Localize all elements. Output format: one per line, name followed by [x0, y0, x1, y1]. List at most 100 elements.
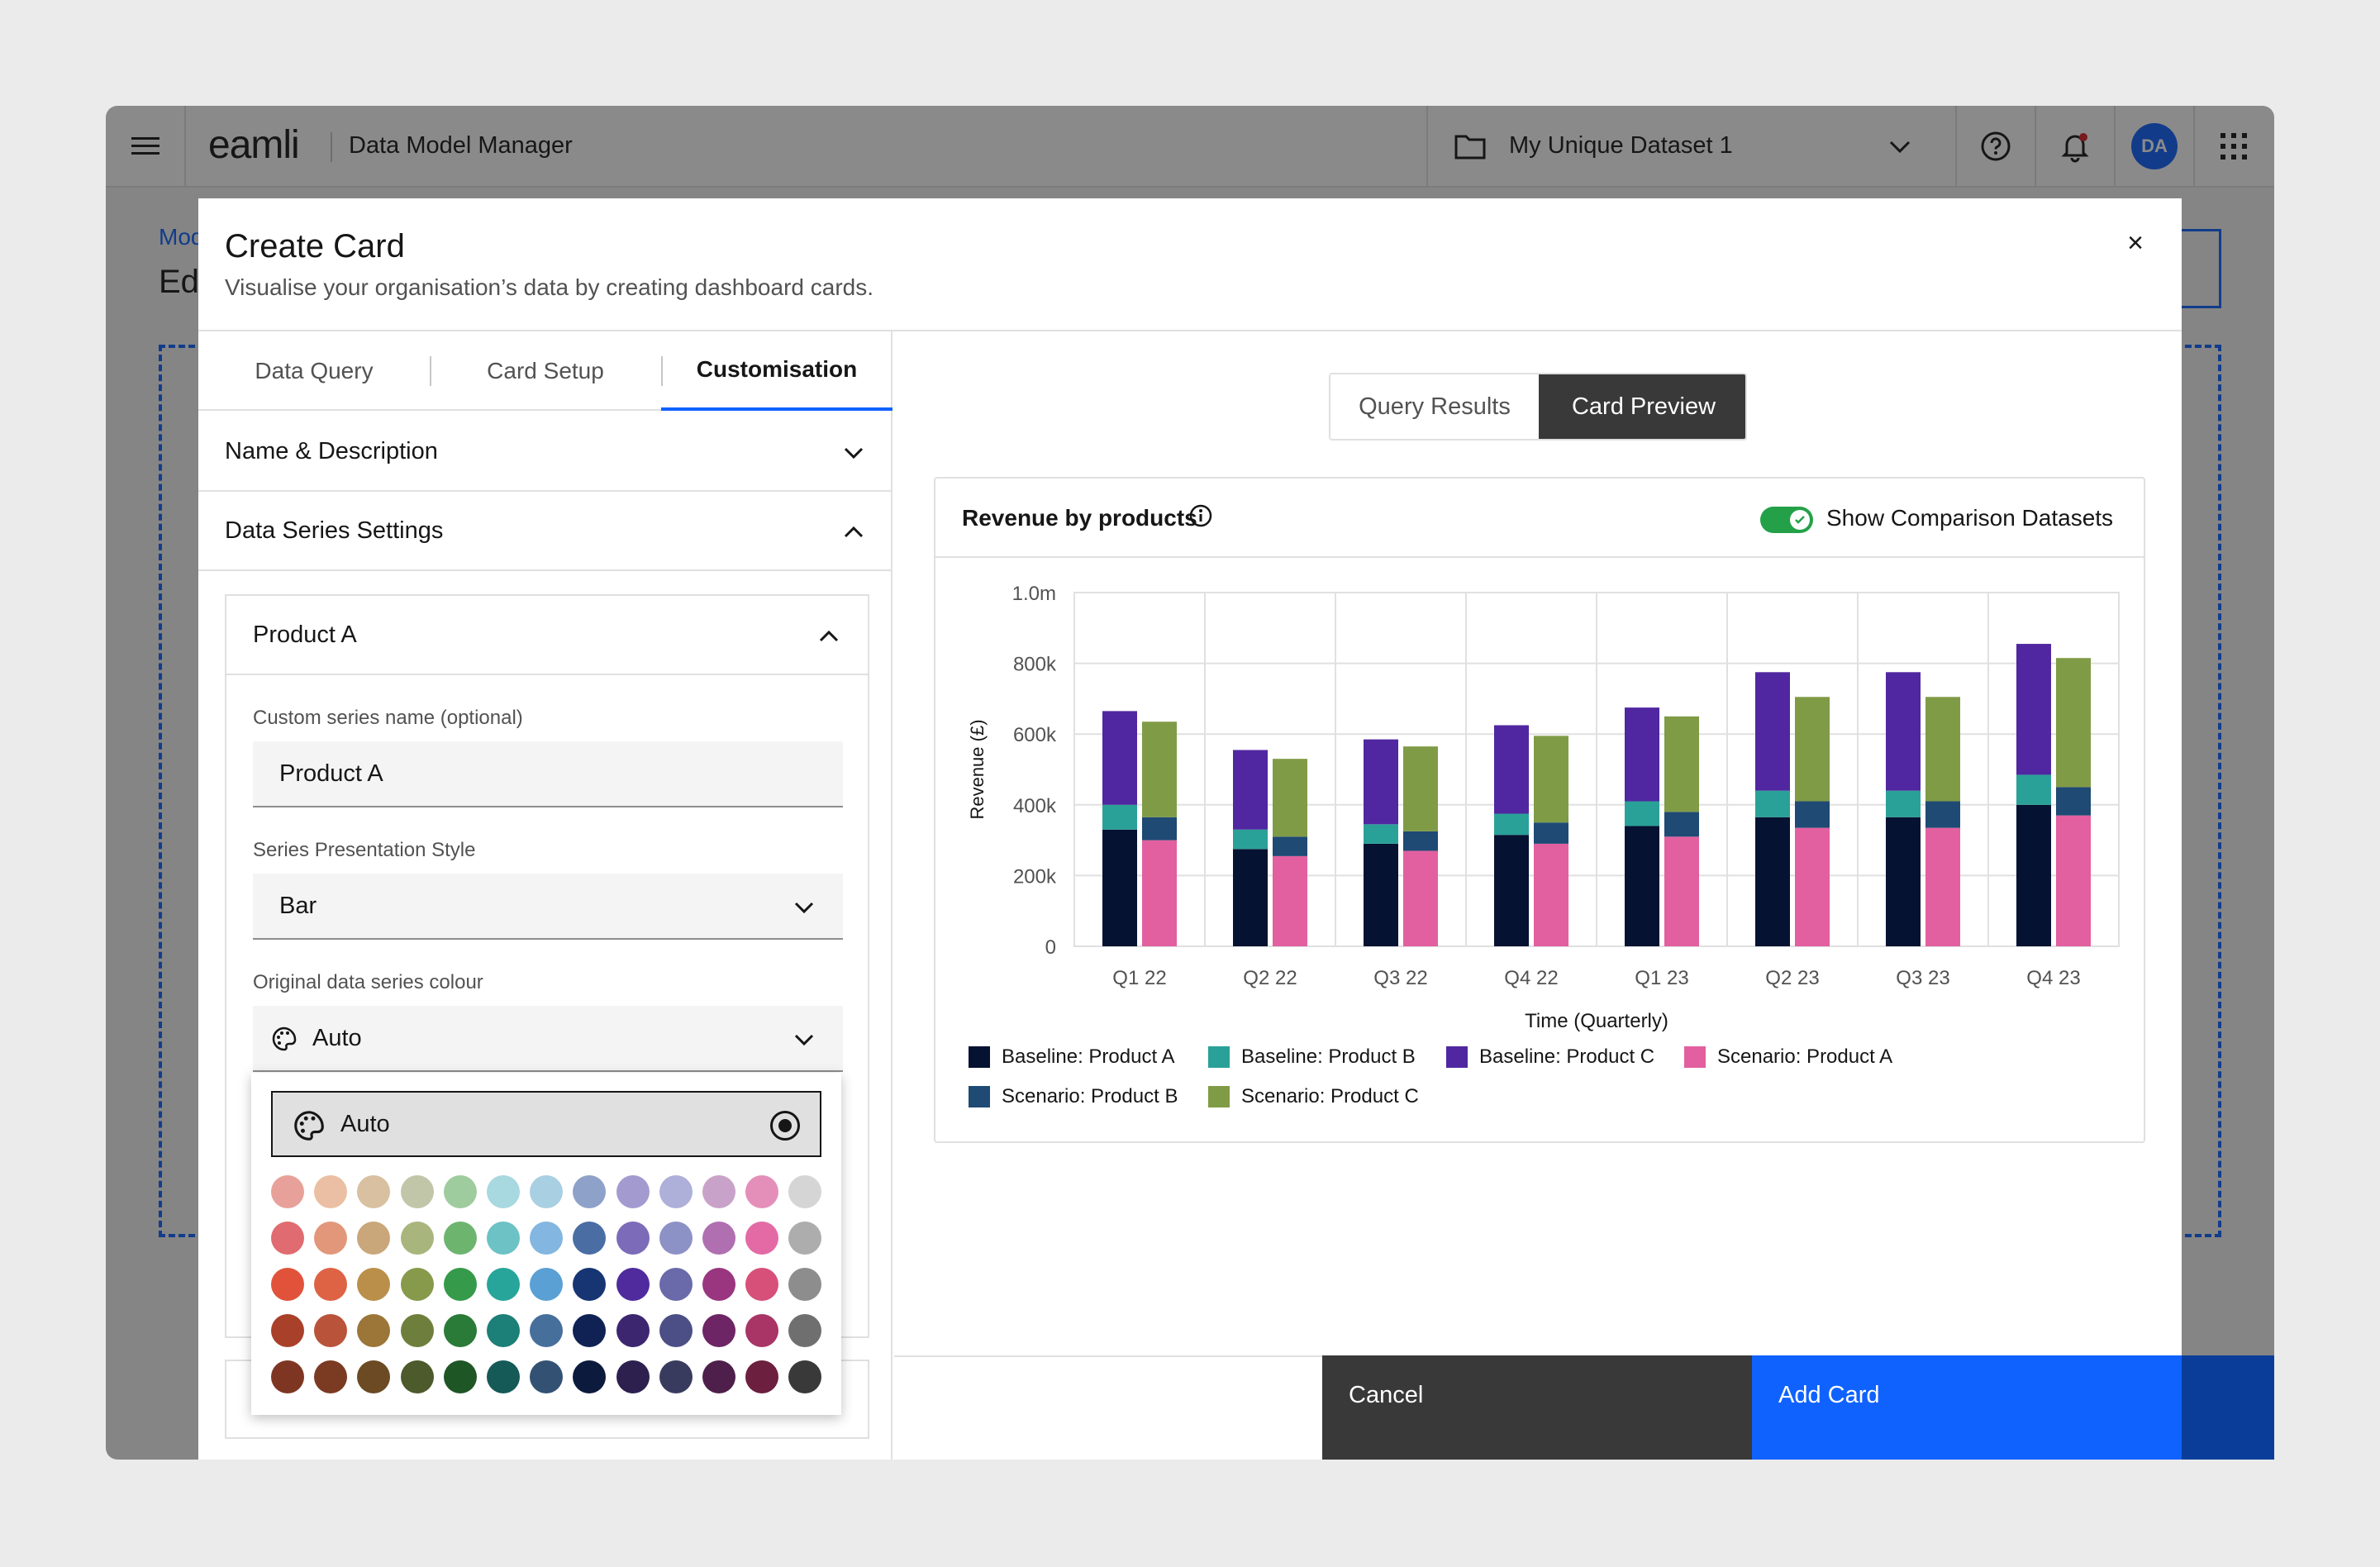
legend-item[interactable]: Scenario: Product A [1684, 1045, 1892, 1069]
colour-swatch[interactable] [659, 1222, 693, 1255]
colour-swatch[interactable] [745, 1314, 779, 1347]
colour-swatch[interactable] [745, 1360, 779, 1393]
comparison-toggle[interactable] [1760, 507, 1813, 533]
presentation-style-select[interactable]: Bar [253, 874, 843, 940]
colour-swatch[interactable] [788, 1268, 822, 1301]
colour-swatch[interactable] [788, 1360, 822, 1393]
colour-swatch[interactable] [443, 1268, 477, 1301]
colour-swatch[interactable] [788, 1314, 822, 1347]
colour-swatch[interactable] [271, 1268, 304, 1301]
colour-swatch[interactable] [271, 1175, 304, 1208]
colour-swatch[interactable] [487, 1268, 520, 1301]
colour-swatch[interactable] [271, 1222, 304, 1255]
colour-swatch[interactable] [443, 1175, 477, 1208]
colour-swatch[interactable] [314, 1222, 348, 1255]
add-card-button[interactable]: Add Card [1752, 1355, 2182, 1460]
bar-baseline-product-b [1625, 801, 1659, 826]
info-icon[interactable] [1188, 503, 1213, 528]
colour-label: Original data series colour [253, 971, 483, 993]
tab-customisation[interactable]: Customisation [661, 331, 892, 411]
colour-swatch[interactable] [659, 1175, 693, 1208]
colour-swatch[interactable] [314, 1360, 348, 1393]
colour-swatch[interactable] [271, 1314, 304, 1347]
x-tick-label: Q4 22 [1504, 967, 1558, 989]
toggle-label: Show Comparison Datasets [1826, 505, 2114, 531]
colour-swatch[interactable] [745, 1175, 779, 1208]
colour-swatch[interactable] [659, 1360, 693, 1393]
colour-swatch[interactable] [659, 1314, 693, 1347]
colour-swatch[interactable] [357, 1175, 391, 1208]
bar-scenario-product-c [1534, 736, 1568, 823]
tab-data-query[interactable]: Data Query [255, 358, 374, 383]
colour-swatch[interactable] [487, 1360, 520, 1393]
legend-swatch [1208, 1046, 1230, 1068]
close-icon[interactable]: × [2127, 226, 2144, 259]
colour-swatch[interactable] [271, 1360, 304, 1393]
colour-swatch[interactable] [314, 1314, 348, 1347]
colour-swatch[interactable] [702, 1222, 735, 1255]
colour-swatch[interactable] [487, 1314, 520, 1347]
colour-swatch[interactable] [400, 1314, 434, 1347]
card-preview-button[interactable]: Card Preview [1539, 374, 1745, 439]
colour-swatch[interactable] [702, 1175, 735, 1208]
colour-swatch[interactable] [702, 1268, 735, 1301]
select-value: Bar [279, 892, 317, 919]
cancel-button[interactable]: Cancel [1322, 1355, 1752, 1460]
colour-swatch[interactable] [443, 1314, 477, 1347]
x-tick-label: Q4 23 [2026, 967, 2080, 989]
accordion-data-series-settings[interactable]: Data Series Settings [198, 492, 892, 571]
colour-swatch[interactable] [616, 1268, 650, 1301]
create-card-modal: Create Card Visualise your organisation’… [198, 198, 2182, 1460]
colour-swatch[interactable] [487, 1222, 520, 1255]
colour-swatch[interactable] [530, 1175, 564, 1208]
colour-swatch[interactable] [314, 1175, 348, 1208]
colour-swatch[interactable] [702, 1360, 735, 1393]
legend-item[interactable]: Scenario: Product B [969, 1085, 1178, 1108]
colour-swatch[interactable] [616, 1175, 650, 1208]
colour-swatch[interactable] [530, 1314, 564, 1347]
bar-baseline-product-c [1625, 707, 1659, 802]
legend-item[interactable]: Baseline: Product A [969, 1045, 1174, 1069]
colour-swatch[interactable] [400, 1222, 434, 1255]
colour-swatch[interactable] [357, 1314, 391, 1347]
colour-swatch[interactable] [443, 1360, 477, 1393]
colour-select[interactable]: Auto [253, 1006, 843, 1072]
series-header[interactable]: Product A [226, 596, 868, 675]
colour-swatch[interactable] [443, 1222, 477, 1255]
y-tick-label: 1.0m [1012, 583, 1056, 605]
colour-swatch[interactable] [702, 1314, 735, 1347]
legend-item[interactable]: Baseline: Product C [1446, 1045, 1654, 1069]
colour-swatch[interactable] [357, 1222, 391, 1255]
colour-swatch[interactable] [573, 1360, 607, 1393]
colour-swatch[interactable] [573, 1268, 607, 1301]
colour-swatch[interactable] [573, 1314, 607, 1347]
legend-item[interactable]: Baseline: Product B [1208, 1045, 1416, 1069]
legend-item[interactable]: Scenario: Product C [1208, 1085, 1419, 1108]
colour-option-auto[interactable]: Auto [271, 1091, 821, 1157]
x-tick-label: Q3 22 [1373, 967, 1427, 989]
colour-swatch[interactable] [530, 1360, 564, 1393]
colour-swatch[interactable] [616, 1222, 650, 1255]
colour-swatch[interactable] [745, 1222, 779, 1255]
colour-swatch[interactable] [530, 1222, 564, 1255]
colour-swatch[interactable] [616, 1314, 650, 1347]
colour-swatch[interactable] [788, 1222, 822, 1255]
colour-swatch[interactable] [487, 1175, 520, 1208]
colour-swatch[interactable] [400, 1268, 434, 1301]
accordion-name-description[interactable]: Name & Description [198, 412, 892, 492]
colour-swatch[interactable] [659, 1268, 693, 1301]
colour-swatch[interactable] [616, 1360, 650, 1393]
colour-swatch[interactable] [400, 1360, 434, 1393]
colour-swatch[interactable] [573, 1222, 607, 1255]
colour-swatch[interactable] [573, 1175, 607, 1208]
colour-swatch[interactable] [745, 1268, 779, 1301]
colour-swatch[interactable] [530, 1268, 564, 1301]
colour-swatch[interactable] [357, 1268, 391, 1301]
colour-swatch[interactable] [314, 1268, 348, 1301]
colour-swatch[interactable] [788, 1175, 822, 1208]
colour-swatch[interactable] [400, 1175, 434, 1208]
custom-name-input[interactable]: Product A [253, 741, 843, 807]
colour-swatch[interactable] [357, 1360, 391, 1393]
tab-card-setup[interactable]: Card Setup [487, 358, 604, 383]
query-results-button[interactable]: Query Results [1330, 374, 1539, 439]
